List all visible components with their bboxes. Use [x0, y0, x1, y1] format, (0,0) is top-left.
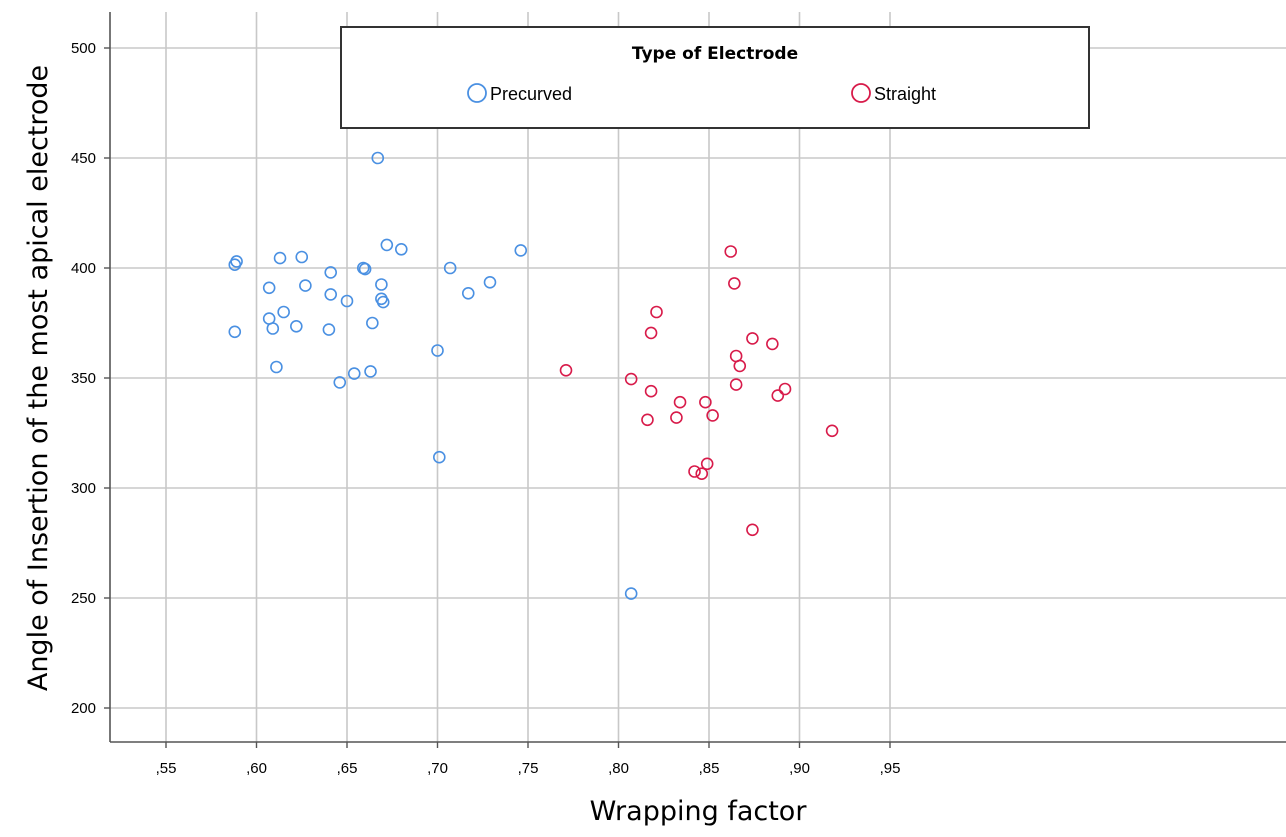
data-point-precurved	[324, 266, 338, 279]
data-point-straight	[778, 382, 792, 396]
legend-title: Type of Electrode	[632, 44, 798, 64]
data-point-straight	[724, 245, 738, 258]
data-point-precurved	[262, 281, 276, 295]
y-tick-label: 350	[71, 370, 96, 387]
axes	[104, 12, 1286, 748]
data-point-straight	[706, 409, 719, 422]
data-point-precurved	[277, 305, 290, 319]
x-tick-label: ,85	[699, 760, 720, 777]
data-point-straight	[700, 457, 714, 471]
data-point-precurved	[347, 367, 361, 380]
data-point-precurved	[230, 255, 243, 268]
data-point-precurved	[375, 278, 388, 291]
data-point-straight	[688, 465, 701, 478]
data-point-precurved	[380, 238, 394, 252]
data-point-precurved	[443, 261, 457, 275]
data-point-straight	[729, 378, 743, 391]
data-point-precurved	[358, 262, 372, 276]
data-point-straight	[673, 395, 687, 409]
data-point-precurved	[266, 322, 280, 335]
data-point-precurved	[340, 294, 354, 308]
data-point-precurved	[270, 360, 283, 374]
data-point-precurved	[394, 243, 408, 256]
legend-label-precurved: Precurved	[490, 84, 572, 104]
data-point-straight	[644, 384, 658, 398]
y-axis-title: Angle of Insertion of the most apical el…	[23, 65, 54, 691]
data-point-precurved	[376, 295, 390, 309]
data-point-straight	[624, 372, 638, 386]
data-point-precurved	[324, 288, 338, 301]
data-point-straight	[695, 467, 709, 481]
data-point-precurved	[624, 587, 638, 600]
x-tick-label: ,90	[789, 760, 810, 777]
data-point-precurved	[290, 319, 303, 333]
data-point-precurved	[364, 365, 377, 378]
y-tick-label: 500	[71, 40, 96, 57]
x-tick-label: ,80	[608, 760, 629, 777]
data-point-straight	[746, 332, 759, 345]
data-point-straight	[699, 395, 712, 409]
y-tick-label: 300	[71, 480, 96, 497]
data-point-straight	[766, 337, 779, 351]
data-point-straight	[650, 305, 663, 319]
data-point-straight	[641, 413, 654, 427]
x-tick-label: ,60	[246, 760, 267, 777]
x-tick-label: ,75	[518, 760, 539, 777]
data-point-precurved	[461, 286, 475, 300]
data-point-precurved	[371, 151, 385, 165]
data-point-straight	[728, 277, 741, 290]
data-point-straight	[644, 326, 658, 340]
y-tick-labels: 200 250 300 350 400 450 500	[71, 40, 96, 717]
x-axis-title: Wrapping factor	[590, 796, 808, 827]
data-point-precurved	[228, 325, 242, 339]
data-point-precurved	[366, 316, 379, 330]
data-point-precurved	[295, 250, 309, 264]
x-tick-label: ,55	[156, 760, 177, 777]
x-tick-label: ,95	[880, 760, 901, 777]
data-point-straight	[670, 411, 683, 424]
y-tick-label: 250	[71, 590, 96, 607]
data-point-precurved	[514, 244, 528, 257]
data-point-straight	[559, 363, 573, 377]
data-point-precurved	[273, 251, 287, 265]
data-point-straight	[733, 359, 747, 373]
legend-marker-precurved	[467, 83, 487, 103]
data-point-straight	[746, 523, 759, 537]
data-points	[228, 151, 839, 600]
data-point-precurved	[433, 450, 446, 464]
data-point-precurved	[483, 275, 497, 289]
y-tick-label: 450	[71, 150, 96, 167]
legend-box	[340, 26, 1090, 129]
legend-label-straight: Straight	[874, 84, 936, 104]
data-point-straight	[771, 389, 785, 402]
x-tick-labels: ,55 ,60 ,65 ,70 ,75 ,80 ,85 ,90 ,95	[156, 760, 901, 777]
data-point-precurved	[431, 344, 444, 357]
data-point-precurved	[333, 376, 347, 389]
legend-marker-straight	[851, 83, 871, 103]
y-tick-label: 400	[71, 260, 96, 277]
data-point-precurved	[299, 279, 312, 292]
grid-lines	[110, 12, 1286, 742]
data-point-precurved	[322, 323, 336, 336]
legend: Type of Electrode Precurved Straight	[340, 26, 1090, 129]
y-tick-label: 200	[71, 700, 96, 717]
data-point-straight	[825, 424, 839, 438]
x-tick-label: ,70	[427, 760, 448, 777]
x-tick-label: ,65	[337, 760, 358, 777]
